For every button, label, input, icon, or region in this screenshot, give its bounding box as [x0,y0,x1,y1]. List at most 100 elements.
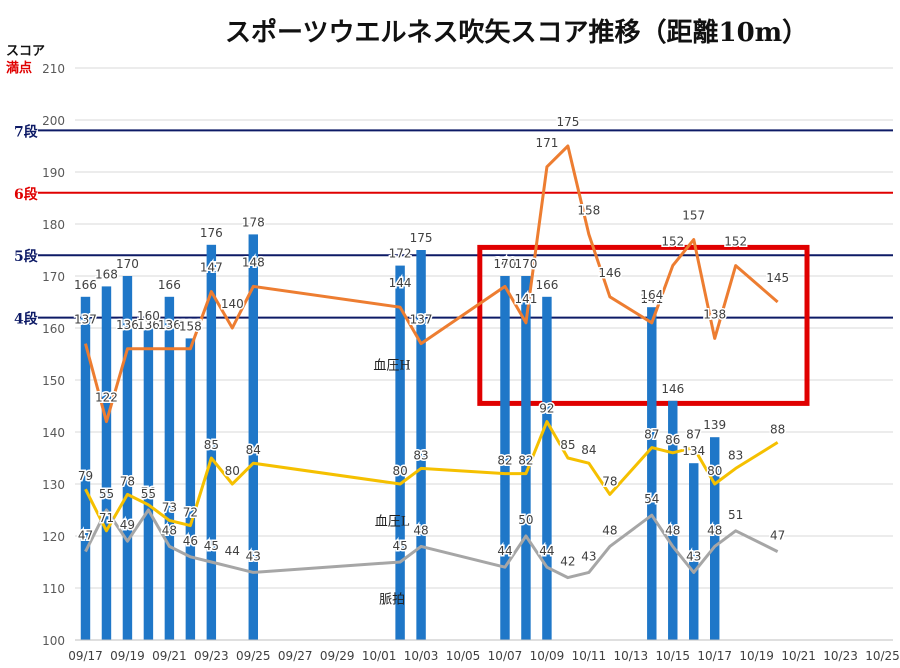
data-label: 43 [246,549,261,563]
y-tick-label: 130 [42,478,65,492]
score-bar [416,250,426,640]
data-label: 55 [141,487,156,501]
data-label: 43 [686,549,701,563]
data-label: 137 [410,313,433,327]
y-tick-label: 210 [42,62,65,76]
bar-value-label: 166 [535,278,558,292]
bar-value-label: 146 [661,382,684,396]
data-label: 45 [204,539,219,553]
score-bar [542,296,552,640]
data-label: 45 [392,539,407,553]
series-name-label: 血圧H [373,359,410,374]
data-label: 44 [225,544,240,558]
y-tick-label: 190 [42,166,65,180]
data-label: 48 [665,523,680,537]
x-tick-label: 10/11 [572,649,607,663]
rank-label: 5段 [14,248,38,265]
data-label: 175 [556,115,579,129]
bar-value-label: 175 [410,231,433,245]
x-tick-label: 10/15 [655,649,690,663]
chart-title: スポーツウエルネス吹矢スコア推移（距離10m） [225,18,809,48]
x-tick-label: 10/03 [404,649,439,663]
data-label: 82 [497,454,512,468]
data-label: 48 [413,523,428,537]
score-bar [101,286,112,640]
rank-label: 6段 [14,186,38,203]
data-label: 152 [724,235,747,249]
data-label: 42 [560,555,575,569]
data-label: 137 [74,313,97,327]
data-label: 48 [162,523,177,537]
data-label: 80 [707,464,722,478]
bar-value-label: 166 [74,278,97,292]
data-label: 138 [703,307,726,321]
data-label: 72 [183,506,198,520]
x-tick-label: 10/01 [362,649,397,663]
data-label: 140 [221,297,244,311]
data-label: 54 [644,492,659,506]
data-label: 158 [577,203,600,217]
data-label: 78 [120,474,135,488]
y-axis-sublabel: 満点 [6,61,33,76]
data-label: 157 [682,209,705,223]
data-label: 84 [246,443,261,457]
data-label: 73 [162,500,177,514]
bar-value-label: 139 [703,418,726,432]
series-name-label: 血圧L [375,515,410,530]
rank-label: 7段 [14,123,38,140]
series-line [84,508,779,580]
x-tick-label: 10/25 [865,649,900,663]
data-label: 80 [392,464,407,478]
y-tick-label: 170 [42,270,65,284]
data-label: 85 [560,438,575,452]
data-label: 146 [598,266,621,280]
data-label: 141 [640,292,663,306]
x-tick-label: 09/17 [68,649,103,663]
series-name-label: 脈拍 [379,593,405,608]
data-label: 78 [602,474,617,488]
score-bar [164,296,175,640]
data-label: 48 [707,523,722,537]
score-bar [521,276,531,640]
data-label: 44 [539,544,554,558]
data-label: 141 [514,292,537,306]
x-tick-label: 10/19 [739,649,774,663]
data-label: 171 [535,136,558,150]
score-bar [500,276,510,640]
y-tick-label: 140 [42,426,65,440]
data-label: 147 [200,261,223,275]
x-tick-label: 09/21 [152,649,187,663]
data-label: 49 [120,518,135,532]
score-bar [668,400,678,640]
score-bar [395,265,405,640]
x-tick-label: 10/09 [530,649,565,663]
data-label: 87 [686,428,701,442]
bar-value-label: 168 [95,267,118,281]
x-tick-label: 10/07 [488,649,523,663]
bar-value-label: 166 [158,278,181,292]
x-tick-label: 10/17 [697,649,732,663]
data-label: 152 [661,235,684,249]
x-tick-label: 09/23 [194,649,229,663]
data-label: 79 [78,469,93,483]
bar-value-label: 176 [200,226,223,240]
x-tick-label: 10/23 [823,649,858,663]
x-tick-label: 10/13 [614,649,649,663]
x-tick-label: 10/21 [781,649,816,663]
x-tick-label: 10/05 [446,649,481,663]
y-tick-label: 180 [42,218,65,232]
data-label: 84 [581,443,596,457]
data-label: 80 [225,464,240,478]
data-label: 148 [242,255,265,269]
bar-value-label: 170 [116,257,139,271]
bar-value-label: 160 [137,309,160,323]
data-label: 47 [78,529,93,543]
data-label: 136 [116,318,139,332]
y-tick-label: 200 [42,114,65,128]
score-bar [185,338,196,640]
score-bar [122,276,133,640]
score-bar [709,437,720,640]
data-label: 144 [389,276,412,290]
data-label: 76 [141,485,156,499]
